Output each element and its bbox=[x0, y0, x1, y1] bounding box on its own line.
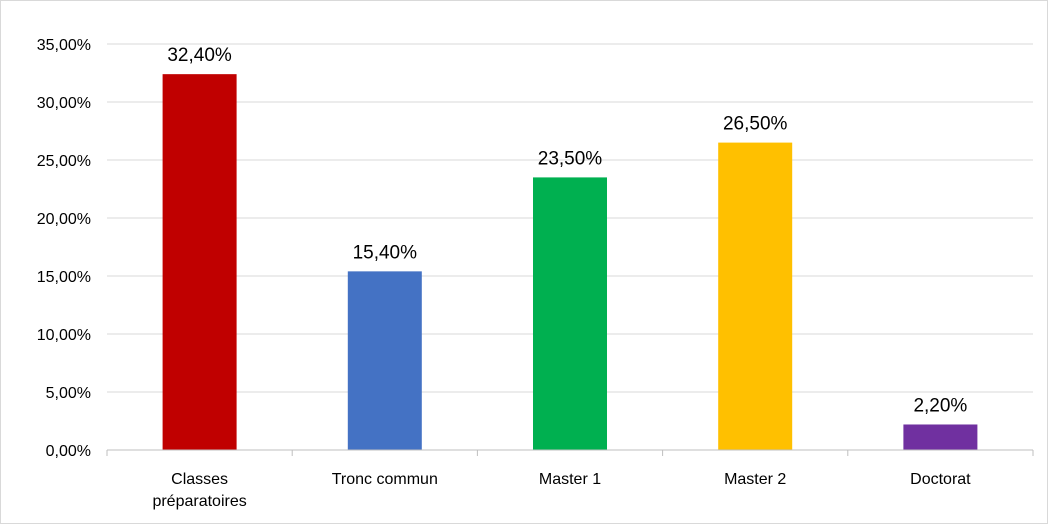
y-tick-label: 35,00% bbox=[37, 37, 91, 54]
x-axis bbox=[106, 449, 1034, 456]
y-tick-label: 25,00% bbox=[37, 153, 91, 170]
y-tick-label: 10,00% bbox=[37, 327, 91, 344]
x-tick-label: Master 1 bbox=[539, 471, 601, 488]
bar bbox=[347, 271, 422, 450]
x-tick-label: Classes préparatoires bbox=[152, 471, 246, 510]
data-label: 2,20% bbox=[913, 395, 967, 416]
x-tick-label: Doctorat bbox=[910, 471, 971, 488]
bar bbox=[718, 142, 793, 450]
y-tick-label: 15,00% bbox=[37, 269, 91, 286]
y-tick-label: 5,00% bbox=[46, 385, 91, 402]
data-label: 15,40% bbox=[353, 242, 418, 263]
gridlines bbox=[107, 43, 1033, 393]
x-axis-tick-labels: Classes préparatoires Tronc commun Master 1… bbox=[152, 471, 971, 510]
bar bbox=[533, 177, 607, 450]
bar bbox=[162, 74, 237, 450]
y-tick-label: 20,00% bbox=[37, 211, 91, 228]
x-tick-label: Master 2 bbox=[724, 471, 786, 488]
y-axis-tick-labels: 0,00% 5,00% 10,00% 15,00% 20,00% 25,00% 30,00%… bbox=[37, 37, 91, 460]
bar bbox=[903, 424, 978, 450]
y-tick-label: 30,00% bbox=[37, 95, 91, 112]
y-tick-label: 0,00% bbox=[46, 443, 91, 460]
bars bbox=[162, 74, 978, 450]
data-label: 23,50% bbox=[538, 148, 603, 169]
data-labels: 32,40% 15,40% 23,50% 26,50% 2,20% bbox=[167, 45, 967, 416]
data-label: 26,50% bbox=[723, 114, 788, 135]
data-label: 32,40% bbox=[167, 45, 232, 66]
x-tick-label: Tronc commun bbox=[332, 471, 438, 488]
